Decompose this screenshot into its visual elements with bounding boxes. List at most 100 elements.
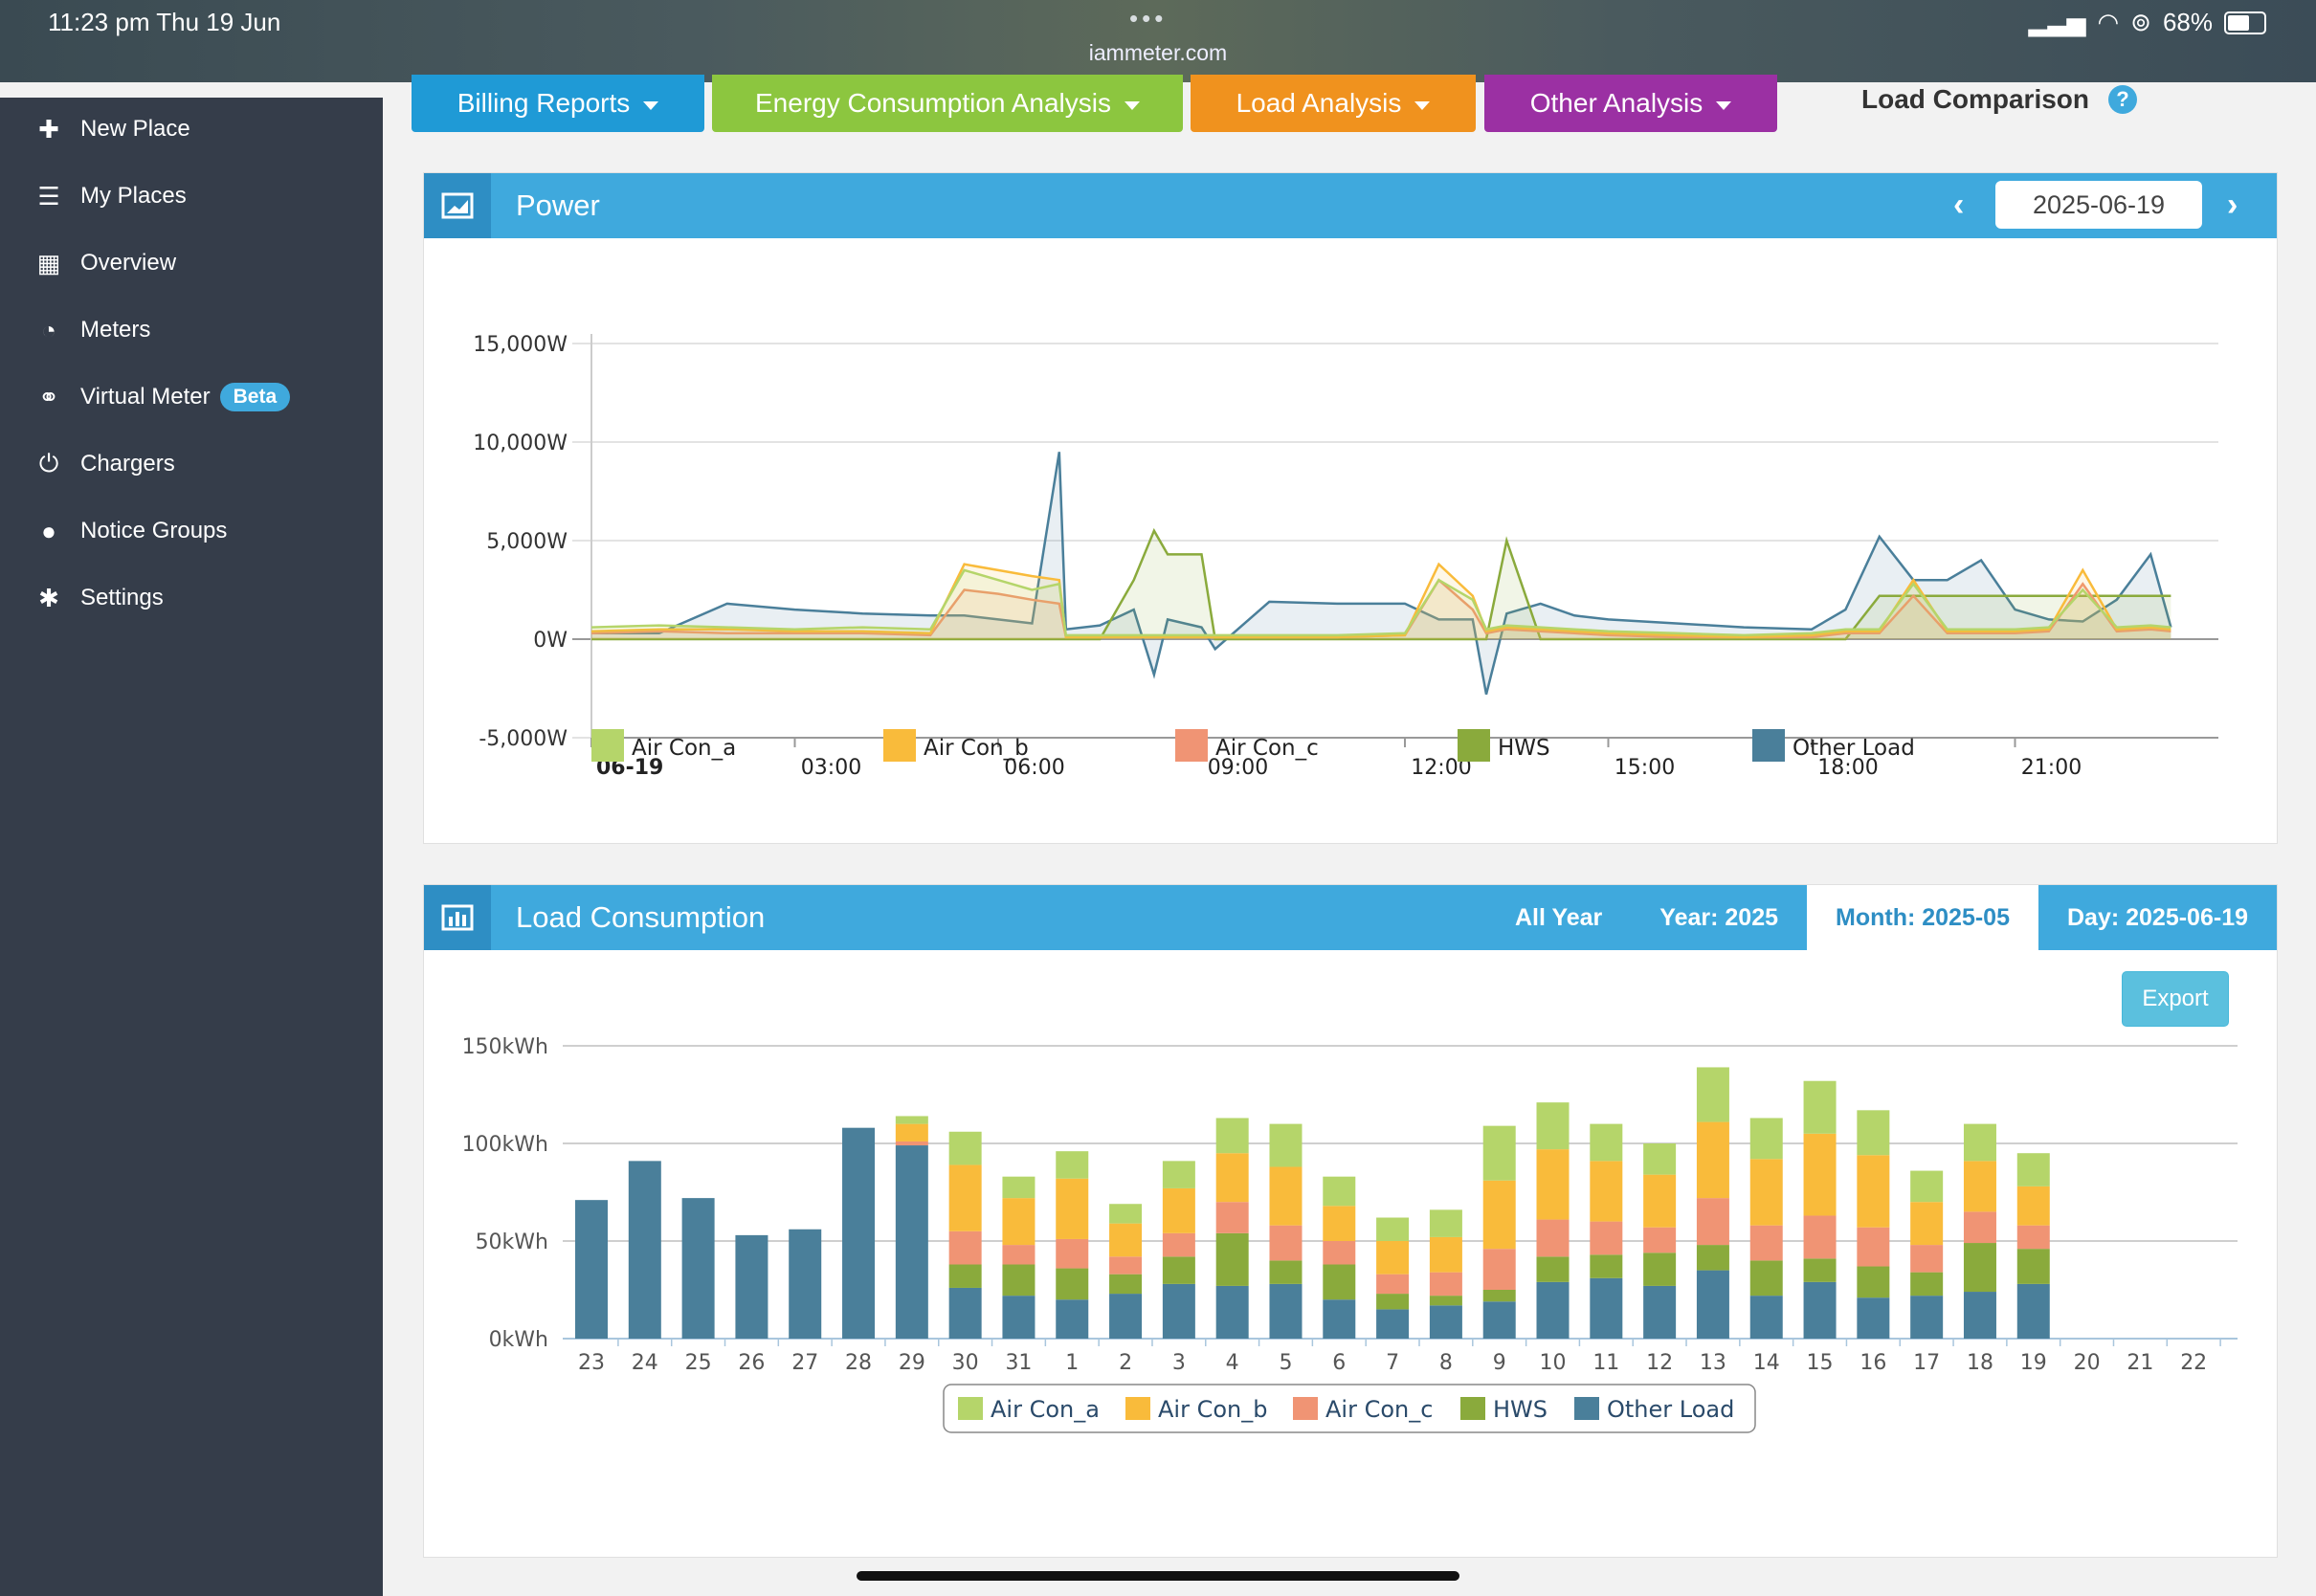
x-tick-label: 17 — [1913, 1351, 1940, 1375]
bar-segment-hws — [1536, 1256, 1570, 1282]
y-tick-label: 10,000W — [473, 432, 568, 455]
bar-segment-air-con-c — [1857, 1227, 1890, 1267]
legend-label: HWS — [1493, 1396, 1548, 1423]
bar-segment-hws — [1269, 1260, 1303, 1284]
battery-icon — [2224, 11, 2266, 34]
bar-segment-air-con-c — [1482, 1249, 1516, 1290]
url-bar[interactable]: iammeter.com — [1088, 40, 1228, 65]
bar-segment-hws — [1002, 1264, 1036, 1297]
power-panel: Power ‹ 2025-06-19 › 15,000W 10,000W 5,000… — [423, 172, 2278, 844]
x-tick-label: 5 — [1279, 1351, 1292, 1375]
wifi-icon: ◠ — [2097, 8, 2120, 36]
y-tick-label: 0kWh — [489, 1328, 548, 1352]
bar-segment-other-load — [575, 1200, 608, 1339]
chart-icon — [424, 173, 491, 238]
x-tick-label: 25 — [685, 1351, 712, 1375]
bar-segment-air-con-a — [1536, 1102, 1570, 1150]
y-tick-label: -5,000W — [479, 727, 568, 751]
sidebar: ✚ New Place ☰ My Places ▦ Overview ◔ Met… — [0, 98, 383, 1596]
bar-segment-air-con-a — [1749, 1118, 1783, 1160]
bar-segment-air-con-a — [1323, 1176, 1356, 1207]
bar-segment-air-con-c — [1696, 1198, 1729, 1246]
legend-label: Air Con_c — [1325, 1396, 1433, 1423]
x-tick-label: 19 — [2020, 1351, 2047, 1375]
bar-segment-other-load — [1963, 1292, 1996, 1339]
more-dots-icon[interactable]: ••• — [1129, 4, 1168, 33]
bar-segment-air-con-b — [1590, 1161, 1623, 1222]
bar-segment-hws — [1749, 1260, 1783, 1297]
billing-reports-dropdown[interactable]: Billing Reports — [412, 75, 704, 132]
gear-icon: ✱ — [38, 583, 59, 612]
nav-label: Billing Reports — [457, 88, 631, 118]
bar-segment-air-con-b — [1696, 1121, 1729, 1199]
x-tick-label: 1 — [1065, 1351, 1079, 1375]
plus-icon: ✚ — [38, 114, 59, 144]
sidebar-item-virtual-meter[interactable]: ⚭ Virtual Meter Beta — [34, 378, 291, 416]
tab-month[interactable]: Month: 2025-05 — [1807, 885, 2038, 950]
x-tick-label: 23 — [578, 1351, 605, 1375]
x-tick-label: 18:00 — [1817, 756, 1878, 780]
page-title-text: Load Comparison — [1861, 84, 2090, 114]
x-tick-label: 21:00 — [2021, 756, 2082, 780]
bar-segment-other-load — [1323, 1299, 1356, 1339]
x-tick-label: 06:00 — [1004, 756, 1064, 780]
x-tick-label: 7 — [1386, 1351, 1399, 1375]
tab-all-year[interactable]: All Year — [1515, 903, 1603, 931]
prev-date-button[interactable]: ‹ — [1953, 187, 1965, 223]
bar-segment-air-con-c — [1910, 1245, 1944, 1273]
date-input[interactable]: 2025-06-19 — [1995, 181, 2202, 229]
other-analysis-dropdown[interactable]: Other Analysis — [1484, 75, 1777, 132]
energy-consumption-dropdown[interactable]: Energy Consumption Analysis — [712, 75, 1183, 132]
bar-segment-air-con-a — [1056, 1151, 1089, 1179]
x-tick-label: 8 — [1439, 1351, 1453, 1375]
sidebar-item-my-places[interactable]: ☰ My Places — [34, 177, 187, 215]
bar-segment-air-con-c — [1963, 1211, 1996, 1244]
sidebar-item-notice-groups[interactable]: ● Notice Groups — [34, 512, 227, 550]
x-tick-label: 4 — [1226, 1351, 1239, 1375]
bar-segment-air-con-a — [1215, 1118, 1249, 1154]
bar-segment-air-con-a — [948, 1131, 982, 1165]
bar-segment-air-con-b — [1857, 1155, 1890, 1228]
x-tick-label: 31 — [1005, 1351, 1032, 1375]
x-tick-label: 6 — [1332, 1351, 1346, 1375]
bar-segment-air-con-a — [1643, 1143, 1677, 1175]
sidebar-item-new-place[interactable]: ✚ New Place — [34, 110, 190, 148]
bar-segment-air-con-b — [1910, 1202, 1944, 1246]
x-tick-label: 11 — [1592, 1351, 1619, 1375]
tab-day[interactable]: Day: 2025-06-19 — [2066, 903, 2248, 931]
bar-segment-other-load — [1910, 1296, 1944, 1339]
sidebar-item-label: Notice Groups — [80, 518, 228, 543]
bar-segment-hws — [1056, 1268, 1089, 1300]
sidebar-item-meters[interactable]: ◔ Meters — [34, 311, 150, 349]
bar-segment-air-con-c — [1002, 1245, 1036, 1265]
bar-segment-other-load — [1643, 1285, 1677, 1339]
sidebar-item-overview[interactable]: ▦ Overview — [34, 244, 176, 282]
legend-swatch — [1752, 729, 1785, 762]
y-tick-label: 5,000W — [486, 530, 568, 554]
help-icon[interactable]: ? — [2108, 85, 2138, 114]
bar-segment-other-load — [1109, 1294, 1143, 1339]
tab-year[interactable]: Year: 2025 — [1659, 903, 1778, 931]
series-line-air-con-b — [590, 562, 2171, 639]
x-tick-label: 29 — [899, 1351, 925, 1375]
bar-segment-air-con-b — [948, 1164, 982, 1231]
legend-swatch — [1125, 1397, 1150, 1420]
next-date-button[interactable]: › — [2227, 187, 2238, 223]
bar-segment-air-con-c — [1803, 1215, 1837, 1259]
bar-segment-other-load — [1002, 1296, 1036, 1339]
sidebar-item-settings[interactable]: ✱ Settings — [34, 579, 164, 617]
bar-segment-other-load — [1803, 1281, 1837, 1339]
bar-segment-air-con-c — [948, 1230, 982, 1265]
export-button[interactable]: Export — [2122, 971, 2229, 1027]
sidebar-item-chargers[interactable]: ⏻ Chargers — [34, 445, 175, 483]
y-tick-label: 15,000W — [473, 333, 568, 357]
power-panel-header: Power ‹ 2025-06-19 › — [424, 173, 2277, 238]
series-line-hws — [591, 527, 2171, 641]
x-tick-label: 18 — [1967, 1351, 1993, 1375]
bar-segment-air-con-a — [1482, 1125, 1516, 1181]
sidebar-item-label: My Places — [80, 183, 187, 209]
bar-segment-air-con-b — [1536, 1149, 1570, 1220]
bar-segment-other-load — [1696, 1270, 1729, 1339]
load-analysis-dropdown[interactable]: Load Analysis — [1191, 75, 1476, 132]
